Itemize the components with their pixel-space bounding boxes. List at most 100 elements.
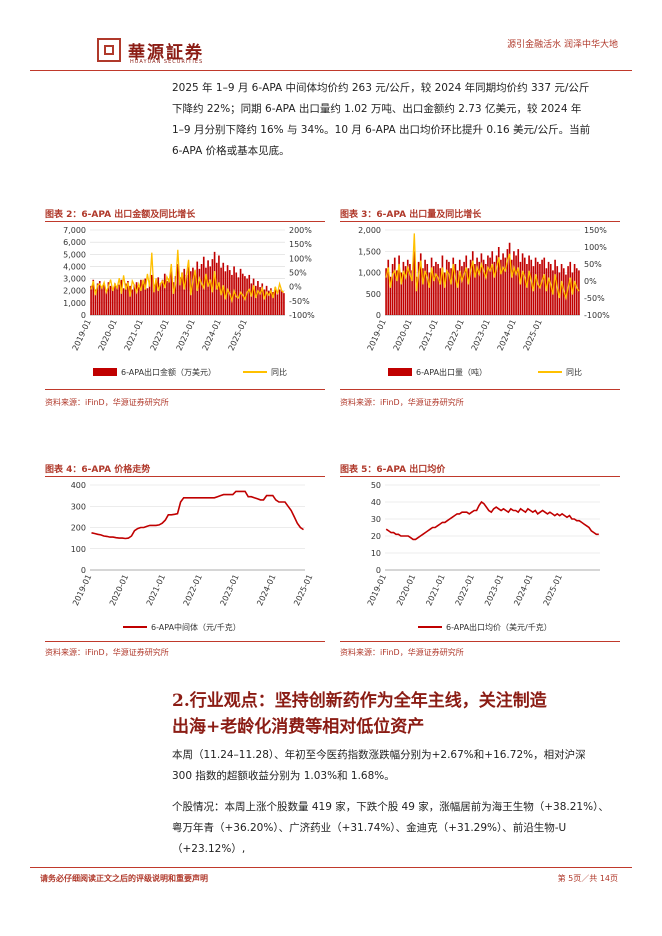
figure-4-source: 资料来源：iFinD，华源证券研究所 xyxy=(45,648,169,657)
bar xyxy=(174,276,177,315)
bar xyxy=(504,257,507,315)
y2-tick-label: 150% xyxy=(289,240,312,249)
bar xyxy=(489,257,491,315)
text-line: 个股情况：本周上涨个股数量 419 家，下跌个股 49 家，涨幅居前为海王生物（… xyxy=(172,801,609,813)
y-tick-label: 20 xyxy=(371,532,381,541)
bar xyxy=(129,285,131,315)
bar xyxy=(508,242,511,315)
series-line xyxy=(91,490,304,540)
bar xyxy=(192,267,194,315)
bar xyxy=(448,261,450,315)
bar xyxy=(276,294,279,315)
bar xyxy=(389,276,392,315)
bar xyxy=(432,266,435,315)
bar xyxy=(176,264,179,315)
bar xyxy=(94,289,97,315)
bar xyxy=(101,287,103,315)
section-title-line: 2.行业观点：坚持创新药作为全年主线，关注制造 xyxy=(172,691,547,711)
bar xyxy=(135,282,138,315)
y-tick-label: 3,000 xyxy=(63,275,86,284)
bar xyxy=(153,284,155,315)
bar xyxy=(441,255,444,315)
bar xyxy=(209,266,212,315)
bar xyxy=(163,273,166,315)
bar xyxy=(480,253,483,315)
x-tick-label: 2020-01 xyxy=(395,573,417,607)
bar xyxy=(114,283,116,315)
bar xyxy=(491,251,494,315)
text-line: 本周（11.24–11.28）、年初至今医药指数涨跌幅分别为+2.67%和+16… xyxy=(172,749,586,761)
bar xyxy=(513,251,515,315)
y-tick-label: 5,000 xyxy=(63,250,86,259)
footer-divider xyxy=(30,867,632,868)
x-tick-label: 2019-01 xyxy=(71,573,93,607)
bar xyxy=(172,282,175,315)
x-tick-label: 2022-01 xyxy=(182,573,204,607)
bar xyxy=(476,257,478,315)
bar xyxy=(385,268,387,315)
bar xyxy=(250,283,253,315)
bar xyxy=(398,255,400,315)
text-line: 粤万年青（+36.20%）、广济药业（+31.74%）、金迪克（+31.29%）… xyxy=(172,822,567,855)
x-tick-label: 2022-01 xyxy=(444,318,466,352)
x-tick-label: 2022-01 xyxy=(454,573,476,607)
bar xyxy=(267,290,270,315)
figure-2-source: 资料来源：iFinD，华源证券研究所 xyxy=(45,398,169,407)
y-tick-label: 2,000 xyxy=(63,287,86,296)
bar xyxy=(458,259,461,315)
bar xyxy=(456,270,459,315)
legend-label: 6-APA出口量（吨） xyxy=(416,367,487,377)
bar xyxy=(495,255,498,315)
bar xyxy=(122,288,125,315)
bar xyxy=(406,259,409,315)
bar xyxy=(510,259,513,315)
body-paragraph-1: 本周（11.24–11.28）、年初至今医药指数涨跌幅分别为+2.67%和+16… xyxy=(172,745,620,787)
logo-icon xyxy=(97,38,121,62)
bar xyxy=(487,255,489,315)
bar xyxy=(478,261,481,315)
legend-label: 同比 xyxy=(566,367,582,377)
y-tick-label: 6,000 xyxy=(63,238,86,247)
legend-label: 6-APA出口均价（美元/千克） xyxy=(446,622,552,632)
bar xyxy=(105,290,108,315)
y-tick-label: 0 xyxy=(376,566,381,575)
y-tick-label: 0 xyxy=(376,311,381,320)
bar xyxy=(402,261,405,315)
bar xyxy=(200,264,203,315)
bar xyxy=(254,285,257,315)
bar xyxy=(118,284,121,315)
x-tick-label: 2024-01 xyxy=(512,573,534,607)
bar xyxy=(146,288,149,315)
y-tick-label: 1,500 xyxy=(358,247,381,256)
bar xyxy=(554,259,556,315)
bar xyxy=(467,268,470,315)
bar xyxy=(187,265,190,315)
bar xyxy=(523,257,526,315)
bar xyxy=(428,272,431,315)
bar xyxy=(166,281,168,315)
x-tick-label: 2019-01 xyxy=(71,318,93,352)
bar xyxy=(517,249,520,315)
bar xyxy=(526,264,528,315)
x-tick-label: 2024-01 xyxy=(255,573,277,607)
bar xyxy=(409,264,411,315)
bar xyxy=(159,283,162,315)
bar xyxy=(252,278,255,315)
bar xyxy=(213,251,216,315)
bar xyxy=(543,257,546,315)
bar xyxy=(140,279,142,315)
bar xyxy=(181,272,183,315)
x-tick-label: 2022-01 xyxy=(149,318,171,352)
bar xyxy=(515,255,517,315)
bar xyxy=(547,261,550,315)
figure-3-source: 资料来源：iFinD，华源证券研究所 xyxy=(340,398,464,407)
bar xyxy=(463,261,465,315)
legend-label: 同比 xyxy=(271,367,287,377)
bar xyxy=(161,279,164,315)
bar xyxy=(545,268,548,315)
y-tick-label: 300 xyxy=(71,502,86,511)
bar xyxy=(272,291,274,315)
y2-tick-label: 200% xyxy=(289,226,312,235)
bar xyxy=(96,283,99,315)
